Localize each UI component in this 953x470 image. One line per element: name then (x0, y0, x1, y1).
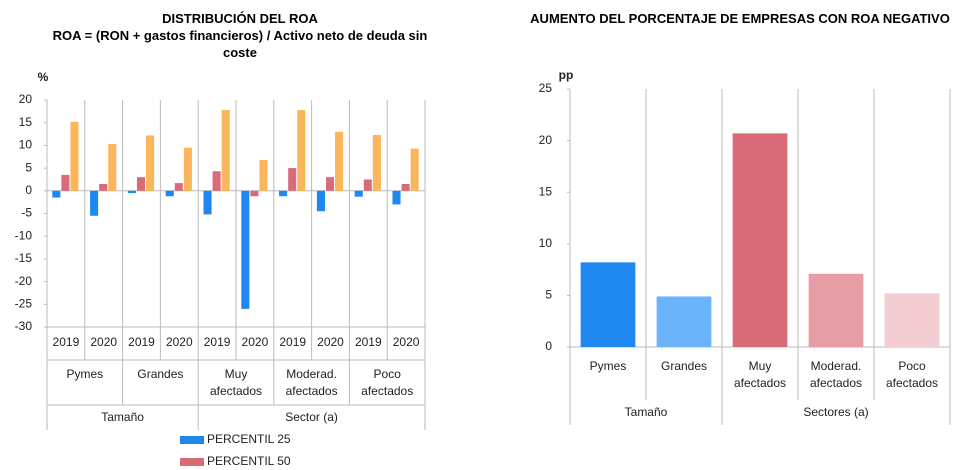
group-label: Muy afectados (210, 367, 262, 398)
bar (174, 183, 183, 191)
bar (401, 183, 410, 191)
y-tick-label: 10 (19, 138, 33, 152)
bar (108, 144, 117, 191)
group-label: Pymes (66, 367, 103, 381)
supergroup-label: Sector (a) (285, 410, 338, 424)
supergroup-label: Tamaño (101, 410, 144, 424)
y-tick-label: 20 (539, 133, 553, 147)
bar (335, 131, 344, 191)
y-tick-label: -20 (15, 274, 33, 288)
bar (884, 293, 940, 347)
bar (316, 190, 325, 212)
y-tick-label: 0 (25, 183, 32, 197)
x-tick-label: 2019 (279, 335, 306, 349)
y-tick-label: -15 (15, 251, 33, 265)
bar (183, 147, 192, 191)
y-tick-label: 10 (539, 236, 553, 250)
bar (250, 190, 259, 197)
x-tick-label: Poco afectados (886, 359, 938, 390)
bar (363, 179, 372, 191)
y-tick-label: 15 (539, 184, 553, 198)
y-tick-label: -5 (21, 206, 32, 220)
chart-title: AUMENTO DEL PORCENTAJE DE EMPRESAS CON R… (530, 11, 950, 26)
y-tick-label: -30 (15, 319, 33, 333)
supergroup-label: Sectores (a) (803, 405, 868, 419)
y-unit: pp (559, 68, 574, 82)
bar (259, 159, 268, 191)
bar (732, 133, 788, 347)
chart-title: DISTRIBUCIÓN DEL ROA (162, 11, 318, 26)
chart-subtitle: ROA = (RON + gastos financieros) / Activ… (52, 28, 428, 60)
y-unit: % (38, 70, 49, 84)
bar (372, 134, 381, 191)
legend-swatch (180, 436, 204, 444)
bar (203, 190, 212, 215)
y-tick-label: -25 (15, 296, 33, 310)
y-tick-label: 0 (545, 339, 552, 353)
x-tick-label: 2020 (90, 335, 117, 349)
bar (221, 109, 230, 191)
bar (212, 171, 221, 191)
x-tick-label: 2019 (204, 335, 231, 349)
y-tick-label: 15 (19, 115, 33, 129)
x-tick-label: 2020 (166, 335, 193, 349)
bar (410, 148, 419, 191)
y-tick-label: 20 (19, 92, 33, 106)
supergroup-label: Tamaño (625, 405, 668, 419)
bar (90, 190, 99, 216)
x-tick-label: 2020 (393, 335, 420, 349)
legend-label: PERCENTIL 50 (207, 454, 291, 468)
x-tick-label: Pymes (590, 359, 627, 373)
bar (279, 190, 288, 197)
group-label: Poco afectados (361, 367, 413, 398)
group-label: Moderad. afectados (286, 367, 338, 398)
bar (127, 190, 136, 194)
bar (52, 190, 61, 198)
x-tick-label: 2020 (242, 335, 269, 349)
bar (61, 174, 70, 191)
y-tick-label: 5 (545, 288, 552, 302)
legend-label: PERCENTIL 25 (207, 432, 291, 446)
y-tick-label: -10 (15, 228, 33, 242)
x-tick-label: 2019 (128, 335, 155, 349)
x-tick-label: Grandes (661, 359, 707, 373)
bar (656, 296, 712, 347)
bar (325, 177, 335, 191)
x-tick-label: 2019 (355, 335, 382, 349)
bar (146, 135, 155, 191)
bar (241, 190, 250, 309)
bar (392, 190, 401, 205)
x-tick-label: 2019 (53, 335, 80, 349)
bar (808, 273, 864, 347)
bar (70, 121, 79, 191)
bar (580, 262, 636, 347)
bar (288, 168, 297, 191)
x-tick-label: Muy afectados (734, 359, 786, 390)
group-label: Grandes (137, 367, 183, 381)
bar (354, 190, 363, 197)
bar (136, 177, 146, 191)
legend-swatch (180, 458, 204, 466)
bar (165, 190, 174, 197)
y-tick-label: 25 (539, 81, 553, 95)
bar (99, 183, 108, 191)
bar (297, 109, 306, 191)
x-tick-label: Moderad. afectados (810, 359, 862, 390)
x-tick-label: 2020 (317, 335, 344, 349)
y-tick-label: 5 (25, 160, 32, 174)
